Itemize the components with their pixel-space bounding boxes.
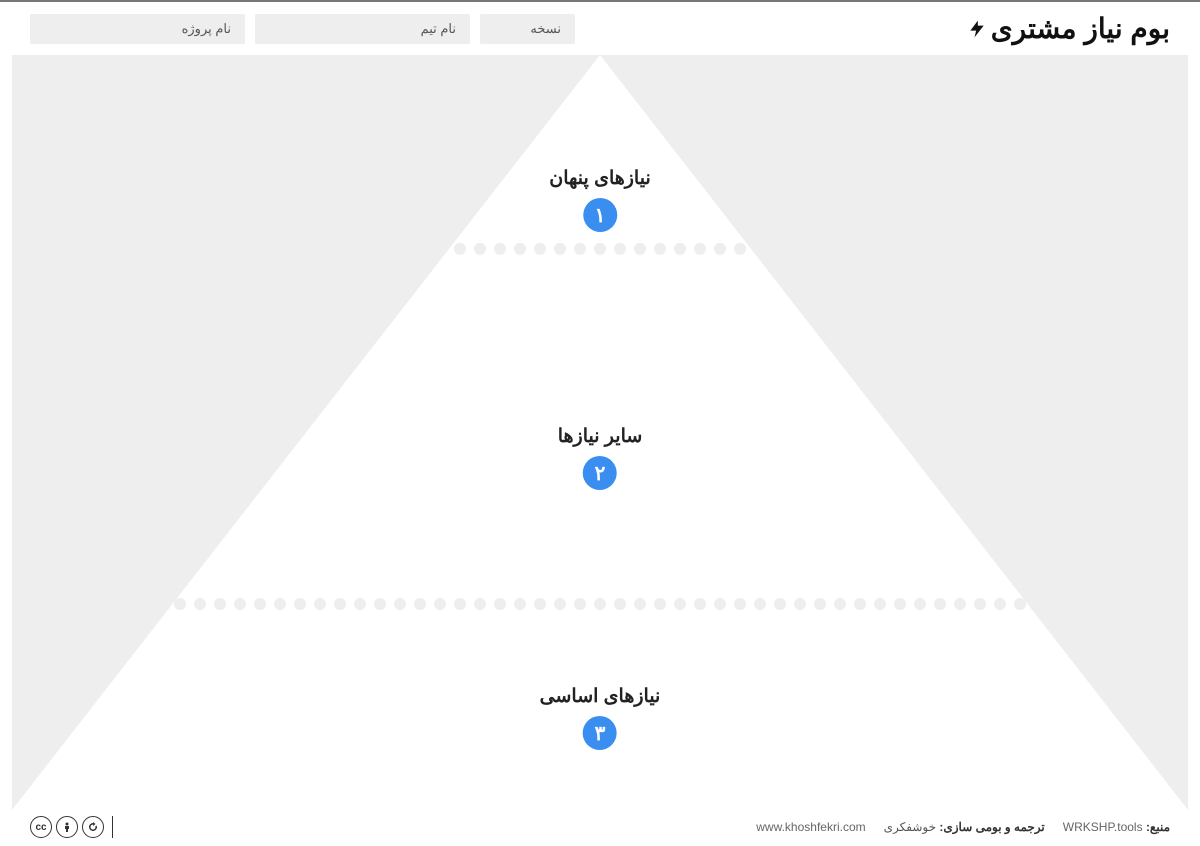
level-number-badge: ۱	[583, 198, 617, 232]
source-value: WRKSHP.tools	[1063, 820, 1143, 834]
pyramid-level-2: سایر نیازها ۲	[558, 425, 643, 490]
footer-url: www.khoshfekri.com	[756, 820, 865, 834]
cc-by-icon	[56, 816, 78, 838]
header-fields: نسخه نام تیم نام پروژه	[30, 14, 575, 44]
page-title: بوم نیاز مشتری	[991, 12, 1170, 45]
level-label-text: نیازهای اساسی	[540, 685, 661, 708]
cc-sa-icon	[82, 816, 104, 838]
footer: منبع: WRKSHP.tools ترجمه و بومی سازی: خو…	[0, 810, 1200, 846]
header: بوم نیاز مشتری نسخه نام تیم نام پروژه	[0, 2, 1200, 51]
title-wrap: بوم نیاز مشتری	[967, 12, 1170, 45]
trans-value: خوشفکری	[884, 820, 936, 834]
canvas: نیازهای پنهان ۱ سایر نیازها ۲ نیازهای اساسی ۳	[12, 55, 1188, 810]
level-number-badge: ۳	[583, 716, 617, 750]
cc-license: cc	[30, 816, 117, 838]
field-version[interactable]: نسخه	[480, 14, 575, 44]
level-label-text: سایر نیازها	[558, 425, 643, 448]
footer-credits: منبع: WRKSHP.tools ترجمه و بومی سازی: خو…	[756, 820, 1170, 834]
field-team[interactable]: نام تیم	[255, 14, 470, 44]
level-number-badge: ۲	[583, 456, 617, 490]
bolt-icon	[967, 15, 987, 43]
source-label: منبع:	[1146, 820, 1170, 834]
trans-label: ترجمه و بومی سازی:	[939, 820, 1044, 834]
field-project[interactable]: نام پروژه	[30, 14, 245, 44]
pyramid-level-3: نیازهای اساسی ۳	[540, 685, 661, 750]
level-label-text: نیازهای پنهان	[549, 167, 650, 190]
cc-separator	[112, 816, 113, 838]
cc-icon: cc	[30, 816, 52, 838]
pyramid-level-1: نیازهای پنهان ۱	[549, 167, 650, 232]
